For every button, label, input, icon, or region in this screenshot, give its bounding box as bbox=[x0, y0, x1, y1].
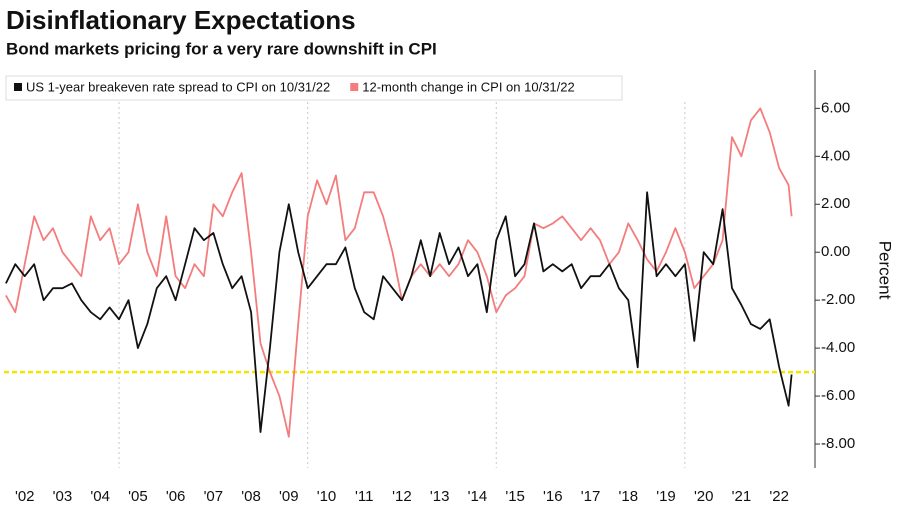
legend-box bbox=[5, 75, 623, 101]
legend-swatch bbox=[14, 83, 22, 91]
legend-swatch bbox=[350, 83, 359, 91]
x-tick-label: '19 bbox=[656, 488, 676, 505]
chart-title: Disinflationary Expectations bbox=[6, 5, 356, 35]
y-axis-label: Percent bbox=[876, 241, 895, 300]
x-tick-label: '09 bbox=[279, 488, 299, 505]
series-line bbox=[5, 191, 793, 433]
x-tick-label: '11 bbox=[355, 488, 373, 505]
x-tick-label: '04 bbox=[90, 488, 110, 505]
x-tick-label: '06 bbox=[166, 488, 186, 505]
y-tick-label: -4.00 bbox=[821, 339, 855, 356]
y-tick-label: -2.00 bbox=[821, 291, 855, 308]
x-tick-label: '14 bbox=[468, 488, 488, 505]
x-tick-label: '15 bbox=[505, 488, 525, 505]
y-tick-label: -6.00 bbox=[821, 387, 855, 404]
x-tick-label: '20 bbox=[694, 488, 714, 505]
x-tick-label: '18 bbox=[619, 488, 639, 505]
x-tick-label: '17 bbox=[581, 488, 601, 505]
y-tick-label: -8.00 bbox=[821, 435, 855, 452]
y-tick-label: 6.00 bbox=[821, 99, 850, 116]
x-tick-label: '13 bbox=[430, 488, 450, 505]
x-tick-label: '07 bbox=[204, 488, 224, 505]
x-tick-label: '10 bbox=[317, 488, 337, 505]
x-tick-label: '22 bbox=[769, 488, 789, 505]
x-tick-label: '03 bbox=[53, 488, 73, 505]
x-tick-label: '12 bbox=[392, 488, 412, 505]
x-tick-label: '05 bbox=[128, 488, 148, 505]
x-tick-label: '21 bbox=[732, 488, 752, 505]
x-tick-label: '08 bbox=[241, 488, 261, 505]
series-line bbox=[5, 107, 793, 438]
legend-label: US 1-year breakeven rate spread to CPI o… bbox=[26, 79, 330, 94]
y-tick-label: 2.00 bbox=[821, 195, 850, 212]
x-tick-label: '02 bbox=[15, 488, 35, 505]
chart-subtitle: Bond markets pricing for a very rare dow… bbox=[6, 39, 437, 58]
y-tick-label: 4.00 bbox=[821, 147, 850, 164]
legend: US 1-year breakeven rate spread to CPI o… bbox=[5, 75, 623, 101]
y-tick-label: 0.00 bbox=[821, 243, 850, 260]
x-tick-label: '16 bbox=[543, 488, 563, 505]
legend-label: 12-month change in CPI on 10/31/22 bbox=[362, 79, 574, 94]
